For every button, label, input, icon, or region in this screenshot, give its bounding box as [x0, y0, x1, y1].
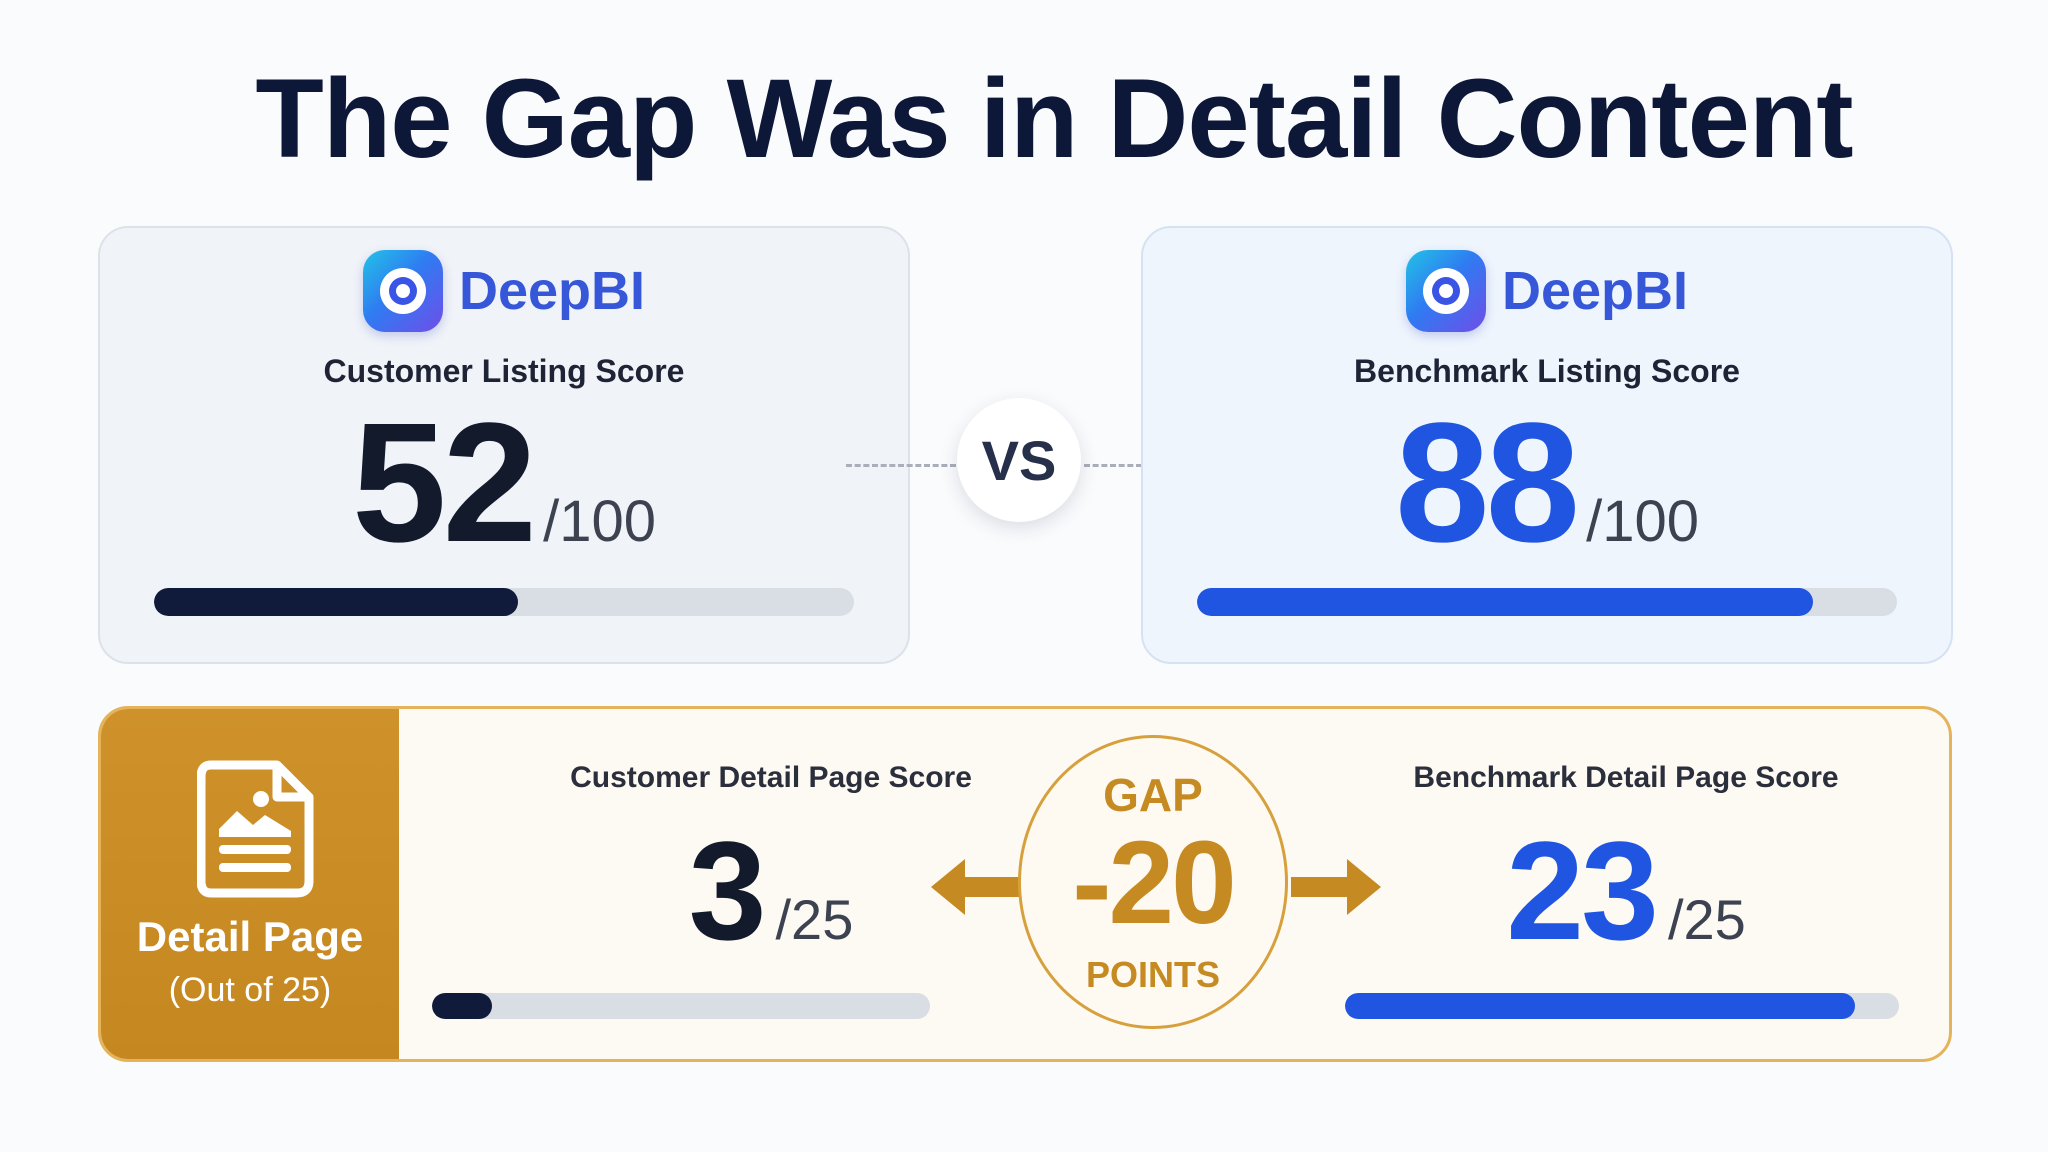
deepbi-logo-icon	[1405, 250, 1486, 332]
benchmark-listing-progress-fill	[1197, 588, 1813, 616]
detail-page-subtitle: (Out of 25)	[168, 971, 332, 1009]
brand-logo: DeepBI	[1143, 250, 1951, 332]
page-title: The Gap Was in Detail Content	[255, 56, 1853, 181]
gap-unit: POINTS	[1085, 954, 1220, 995]
benchmark-listing-card: DeepBI Benchmark Listing Score 88 /100	[1141, 226, 1953, 664]
vs-dashed-line-left	[846, 464, 956, 467]
benchmark-detail-score: 23 /25	[1341, 821, 1911, 961]
benchmark-detail-score-denominator: /25	[1667, 888, 1746, 951]
detail-page-panel: Detail Page (Out of 25) Customer Detail …	[98, 706, 1952, 1062]
benchmark-detail-progress-fill	[1345, 993, 1855, 1019]
detail-page-title: Detail Page	[136, 913, 364, 960]
gap-value: -20	[1072, 817, 1237, 949]
customer-listing-score-value: 52	[352, 388, 537, 578]
customer-detail-score-denominator: /25	[775, 888, 854, 951]
gap-badge: GAP -20 POINTS	[1018, 735, 1288, 1029]
brand-logo: DeepBI	[100, 250, 908, 332]
customer-detail-score: 3 /25	[481, 821, 1061, 961]
arrow-left-icon	[931, 859, 1021, 915]
benchmark-listing-progress-bar	[1197, 588, 1897, 616]
customer-detail-score-value: 3	[688, 812, 767, 969]
detail-page-sidebar: Detail Page (Out of 25)	[101, 709, 399, 1059]
vs-dashed-line-right	[1084, 464, 1194, 467]
customer-listing-progress-bar	[154, 588, 854, 616]
customer-listing-score-denominator: /100	[543, 489, 656, 554]
benchmark-detail-progress-bar	[1345, 993, 1899, 1019]
benchmark-detail-score-value: 23	[1506, 812, 1659, 969]
customer-detail-progress-fill	[432, 993, 492, 1019]
customer-listing-score: 52 /100	[100, 398, 908, 568]
benchmark-listing-score-value: 88	[1395, 388, 1580, 578]
customer-detail-score-label: Customer Detail Page Score	[570, 761, 972, 794]
benchmark-detail-score-label: Benchmark Detail Page Score	[1413, 761, 1839, 794]
deepbi-logo-icon	[362, 250, 443, 332]
benchmark-listing-score-denominator: /100	[1586, 489, 1699, 554]
arrow-right-icon	[1291, 859, 1381, 915]
customer-listing-card: DeepBI Customer Listing Score 52 /100	[98, 226, 910, 664]
benchmark-listing-score: 88 /100	[1143, 398, 1951, 568]
gap-word: GAP	[1103, 769, 1203, 821]
customer-listing-progress-fill	[154, 588, 518, 616]
benchmark-listing-score-label: Benchmark Listing Score	[1354, 353, 1740, 389]
vs-badge: VS	[957, 398, 1081, 522]
customer-listing-score-label: Customer Listing Score	[323, 353, 685, 389]
customer-detail-progress-bar	[432, 993, 930, 1019]
document-image-icon	[197, 760, 314, 898]
brand-name: DeepBI	[458, 261, 646, 321]
brand-name: DeepBI	[1501, 261, 1689, 321]
